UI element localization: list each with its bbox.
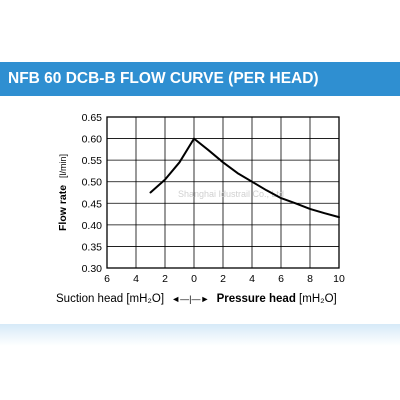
flow-curve-line	[149, 137, 340, 219]
x-tick-label: 6	[104, 273, 110, 285]
x-tick-label: 4	[249, 273, 255, 285]
y-tick-label: 0.30	[82, 263, 103, 275]
x-tick-label: 6	[278, 273, 284, 285]
y-axis-label-text: Flow rate	[57, 185, 69, 231]
y-axis-unit: [l/min]	[58, 154, 68, 178]
x-axis-note: Suction head [mH₂O] ◄—|—► Pressure head …	[56, 293, 337, 305]
x-tick-label: 2	[162, 273, 168, 285]
x-tick-label: 2	[220, 273, 226, 285]
y-axis-label: Flow rate [l/min]	[57, 154, 69, 231]
y-tick-label: 0.35	[82, 241, 103, 253]
x-tick-label: 0	[191, 273, 197, 285]
y-tick-label: 0.40	[82, 220, 103, 232]
series-group	[149, 137, 340, 219]
y-tick-labels: 0.30 0.35 0.40 0.45 0.50 0.55 0.60 0.65	[82, 112, 103, 275]
x-tick-labels: 6 4 2 0 2 4 6 8 10	[104, 273, 345, 285]
footer-band	[0, 324, 400, 346]
x-tick-label: 4	[133, 273, 139, 285]
x-tick-label: 8	[307, 273, 313, 285]
y-tick-label: 0.60	[82, 134, 103, 146]
pressure-head-label: Pressure head	[217, 293, 296, 305]
y-tick-label: 0.55	[82, 155, 103, 167]
plot-border	[106, 116, 340, 269]
direction-arrows: ◄—|—►	[171, 294, 209, 304]
y-tick-label: 0.45	[82, 198, 103, 210]
y-tick-label: 0.50	[82, 177, 103, 189]
x-tick-label: 10	[333, 273, 345, 285]
pressure-head-unit: [mH₂O]	[296, 293, 337, 305]
suction-head-label: Suction head [mH₂O]	[56, 293, 164, 305]
chart-title: NFB 60 DCB-B FLOW CURVE (PER HEAD)	[0, 62, 400, 96]
watermark: Shanghai Idustrail Co., Ltd	[178, 189, 284, 199]
y-tick-label: 0.65	[82, 112, 103, 124]
